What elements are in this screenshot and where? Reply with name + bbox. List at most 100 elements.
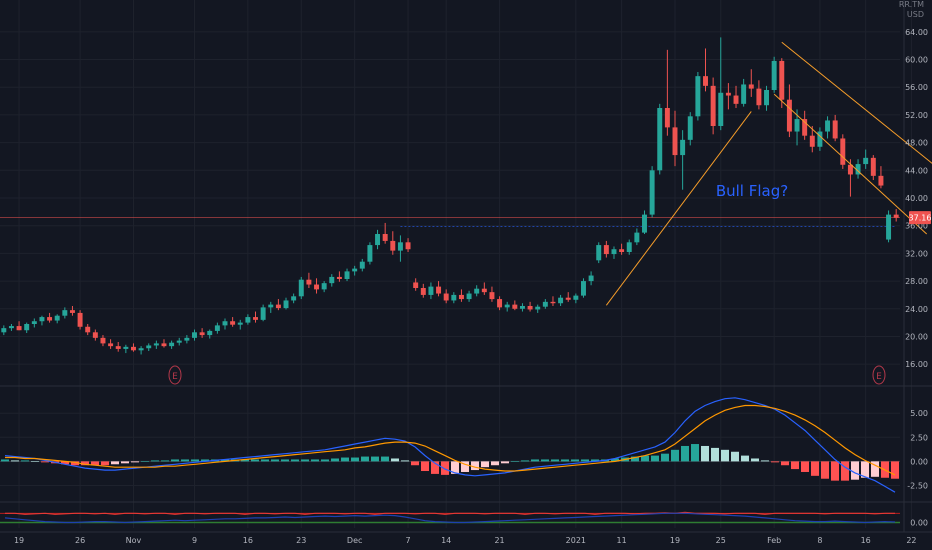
macd-histogram-bar	[801, 461, 809, 472]
earnings-marker-1-label: E	[172, 372, 178, 382]
macd-histogram-bar	[361, 456, 369, 462]
macd-histogram-bar	[741, 455, 749, 462]
macd-histogram-bar	[681, 445, 689, 462]
candle-body	[741, 84, 747, 104]
candle-body	[47, 317, 53, 321]
candle-body	[237, 322, 243, 325]
candle-body	[253, 317, 258, 320]
candle-body	[436, 286, 442, 294]
candle-body	[344, 271, 350, 279]
candle-body	[100, 337, 106, 344]
price-tick-label: 48.00	[905, 139, 928, 148]
macd-histogram-bar	[471, 461, 479, 471]
macd-histogram-bar	[671, 449, 679, 462]
macd-histogram-bar	[821, 461, 829, 479]
macd-histogram-bar	[261, 459, 269, 462]
candle-body	[748, 84, 754, 89]
time-tick-label: 8	[817, 536, 822, 545]
earnings-marker-2[interactable]: E	[872, 365, 886, 385]
macd-histogram-bar	[281, 459, 289, 462]
candle-body	[359, 261, 365, 269]
price-tick-label: 36.00	[905, 222, 928, 231]
macd-histogram-bar	[451, 461, 459, 474]
candle-body	[283, 300, 289, 309]
macd-tick-label: 0.00	[910, 457, 928, 466]
candle-body	[321, 283, 327, 290]
candle-body	[85, 326, 91, 333]
price-tick-label: 28.00	[905, 277, 928, 286]
candle-body	[489, 292, 495, 300]
candle-body	[504, 304, 510, 308]
candle-body	[596, 245, 602, 261]
candle-body	[367, 245, 373, 262]
candle-body	[847, 164, 853, 175]
macd-histogram-bar	[21, 460, 29, 462]
macd-histogram-bar	[531, 459, 539, 462]
macd-histogram-bar	[381, 456, 389, 462]
macd-histogram-bar	[431, 461, 439, 474]
candle-body	[153, 343, 159, 346]
candle-body	[519, 306, 525, 309]
time-tick-label: Nov	[126, 536, 142, 545]
earnings-marker-2-label: E	[876, 372, 882, 382]
time-tick-label: Feb	[767, 536, 781, 545]
oscillator-tick-label: 0.00	[910, 519, 928, 528]
macd-histogram-bar	[551, 459, 559, 462]
macd-histogram-bar	[661, 453, 669, 462]
time-tick-label: 16	[243, 536, 253, 545]
candle-body	[825, 120, 831, 132]
candle-body	[840, 138, 846, 165]
macd-histogram-bar	[141, 461, 149, 462]
candle-body	[863, 157, 869, 165]
price-tick-label: 44.00	[905, 166, 928, 175]
candle-body	[756, 88, 762, 106]
macd-histogram-bar	[111, 461, 119, 465]
candle-body	[199, 332, 205, 336]
oscillator-panel	[0, 511, 900, 524]
macd-histogram-bar	[771, 461, 779, 463]
macd-histogram-bar	[611, 458, 619, 462]
candle-body	[802, 119, 808, 136]
trendline-rise[interactable]	[605, 111, 752, 306]
price-axis[interactable]: 64.00 60.00 56.00 52.00 48.00 44.00 40.00 36.00…	[905, 28, 928, 528]
macd-histogram-bar	[151, 460, 159, 462]
bull-flag-annotation[interactable]: Bull Flag?	[716, 182, 788, 200]
macd-histogram-bar	[341, 457, 349, 462]
candle-body	[764, 90, 770, 106]
candle-body	[77, 312, 83, 327]
macd-histogram-bar	[241, 459, 249, 462]
candle-body	[451, 294, 457, 301]
trendline-flag-lower[interactable]	[773, 93, 928, 235]
candle-body	[611, 249, 617, 255]
macd-histogram-bar	[641, 455, 649, 462]
candle-body	[176, 340, 182, 343]
time-axis[interactable]: 1926Nov91623Dec714212021111925Feb81622Ma…	[14, 536, 932, 545]
macd-histogram-bar	[61, 461, 69, 465]
candle-body	[214, 325, 220, 331]
unit-label: RR.TM	[899, 0, 924, 9]
candle-body	[512, 304, 518, 309]
candle-body	[626, 242, 632, 252]
macd-histogram-bar	[651, 455, 659, 462]
macd-histogram-bar	[691, 444, 699, 462]
candle-body	[695, 76, 701, 117]
candle-body	[664, 108, 670, 128]
candle-body	[855, 164, 861, 175]
candle-body	[397, 242, 403, 251]
candle-body	[382, 234, 388, 241]
macd-histogram-bar	[761, 460, 769, 462]
macd-tick-label: 2.50	[910, 433, 928, 442]
macd-histogram-bar	[861, 461, 869, 478]
candle-body	[275, 304, 281, 309]
macd-histogram-bar	[421, 461, 429, 472]
candle-body	[130, 346, 136, 351]
macd-histogram-bar	[311, 459, 319, 462]
candle-body	[336, 276, 342, 279]
candle-body	[832, 120, 838, 139]
earnings-marker-1[interactable]: E	[168, 365, 182, 385]
macd-histogram-bar	[131, 461, 139, 463]
trendline-flag-upper[interactable]	[781, 41, 932, 189]
macd-histogram-bar	[301, 459, 309, 462]
